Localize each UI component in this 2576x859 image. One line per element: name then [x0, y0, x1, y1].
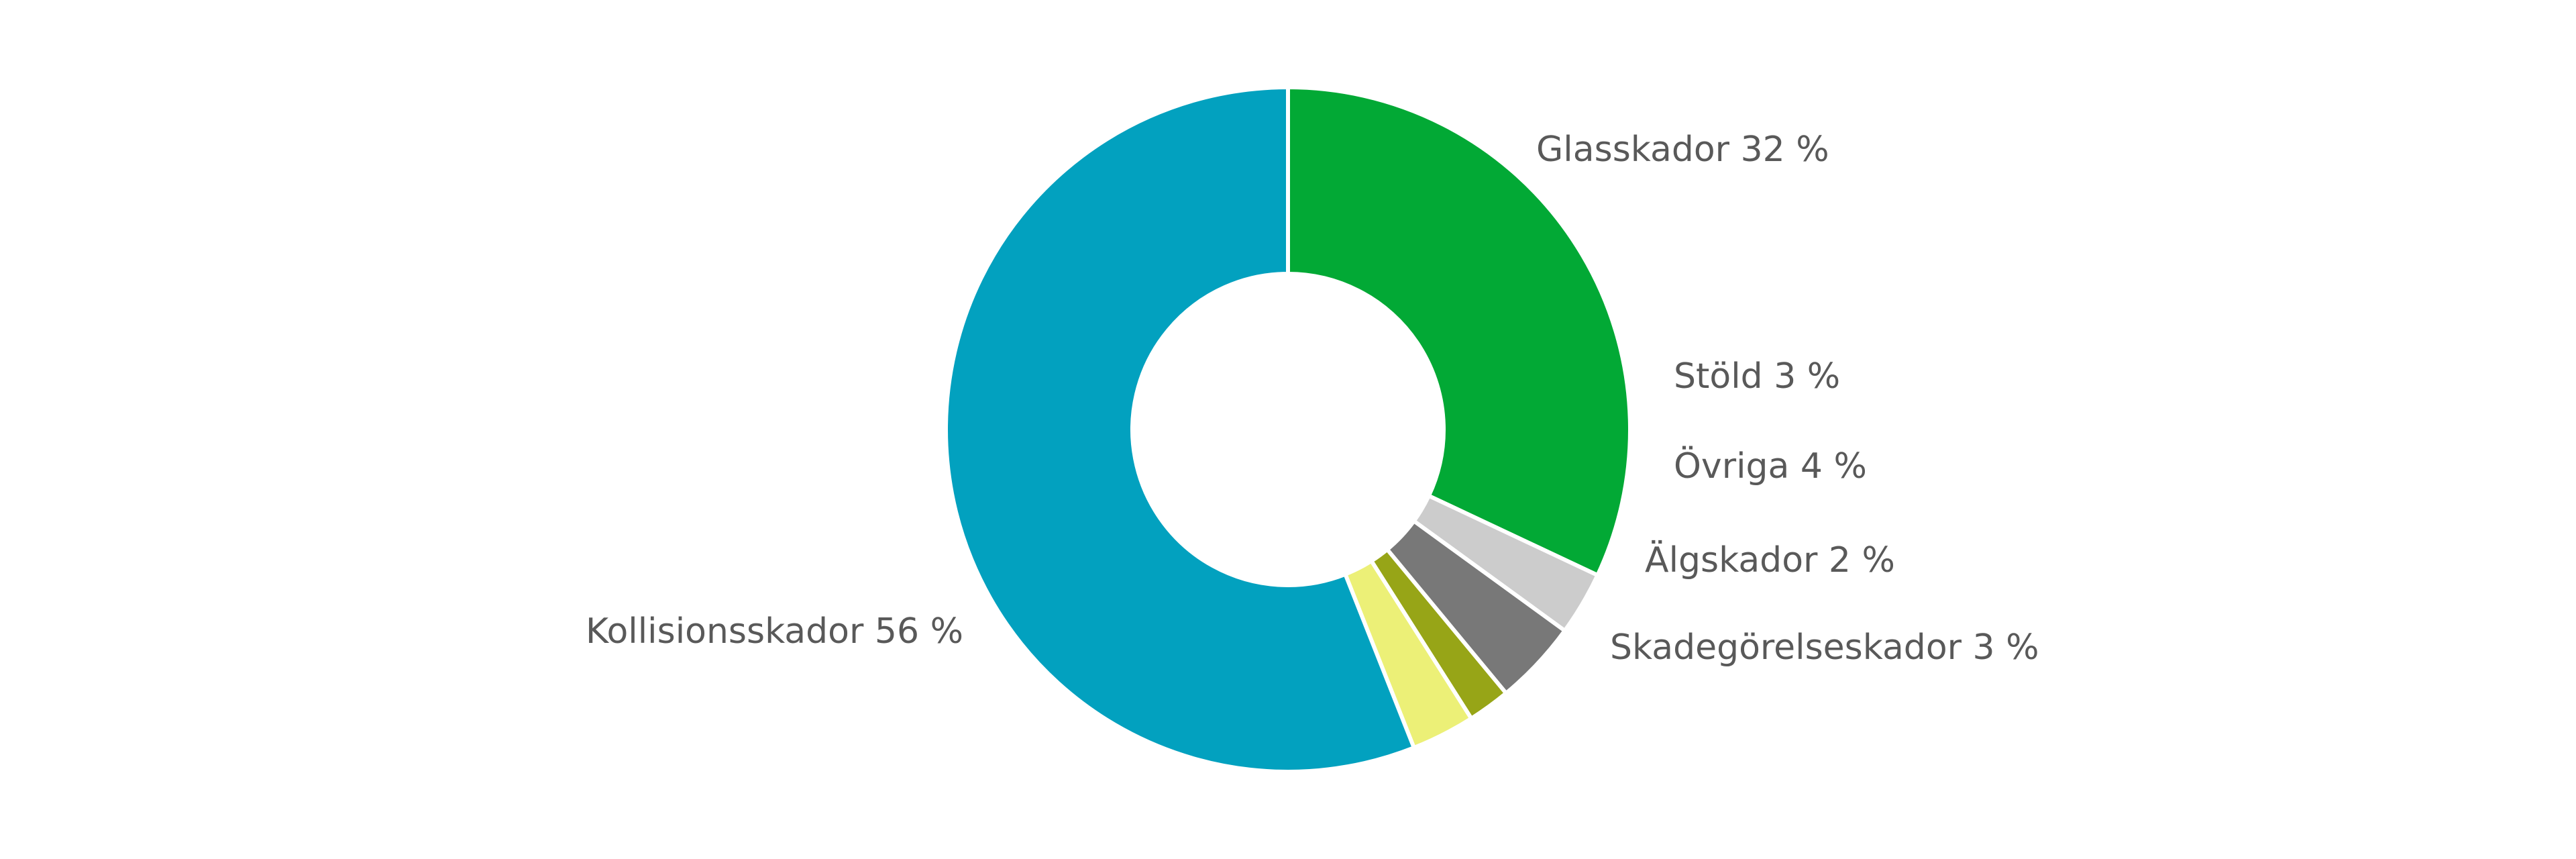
slice-glasskador — [1286, 85, 1632, 578]
donut-slices — [944, 85, 1632, 774]
label-skadegorelseskador: Skadegörelseskador 3 % — [1610, 627, 2039, 668]
label-kollisionsskador: Kollisionsskador 56 % — [586, 611, 963, 652]
label-algskador: Älgskador 2 % — [1645, 540, 1895, 580]
slice-kollisionsskador — [944, 85, 1416, 774]
label-glasskador: Glasskador 32 % — [1536, 130, 1829, 170]
label-ovriga: Övriga 4 % — [1674, 446, 1867, 487]
slice-labels: Glasskador 32 % Stöld 3 % Övriga 4 % Älgska… — [586, 130, 2039, 668]
label-stold: Stöld 3 % — [1674, 356, 1840, 397]
